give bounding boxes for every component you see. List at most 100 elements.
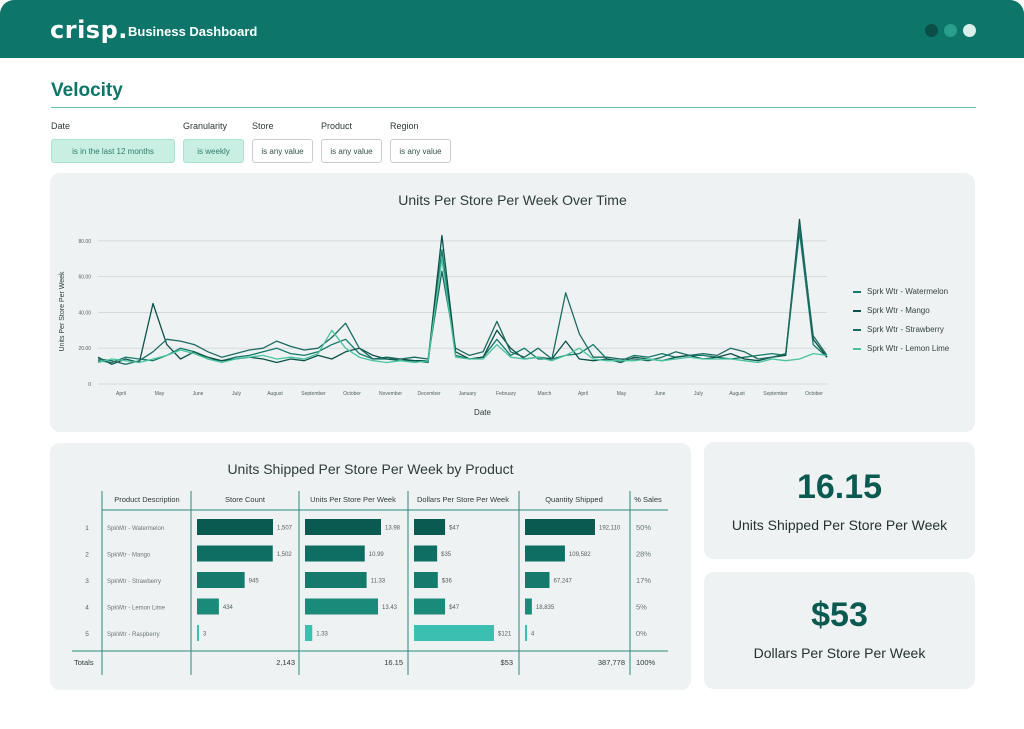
table-title: Units Shipped Per Store Per Week by Prod… xyxy=(227,461,514,477)
x-tick-label: March xyxy=(538,391,552,397)
series-line[interactable] xyxy=(97,258,828,364)
table-bar[interactable] xyxy=(197,598,219,615)
kpi-card-units: 16.15 Units Shipped Per Store Per Week xyxy=(704,442,975,559)
kpi-label: Units Shipped Per Store Per Week xyxy=(731,517,948,533)
bar-value-label: 10.99 xyxy=(369,552,385,558)
totals-upspw: 16.15 xyxy=(384,658,403,667)
kpi-value: $53 xyxy=(811,596,868,634)
totals-dpspw: $53 xyxy=(500,658,513,667)
y-tick-label: 80.00 xyxy=(78,239,91,245)
table-bar[interactable] xyxy=(197,519,273,535)
x-tick-label: September xyxy=(301,391,326,397)
window-dot-icon[interactable] xyxy=(925,24,938,37)
x-tick-label: February xyxy=(496,391,517,397)
window-controls xyxy=(925,24,976,37)
legend-label: Sprk Wtr - Watermelon xyxy=(867,287,949,296)
product-name[interactable]: SpkWtr - Strawberry xyxy=(107,579,161,585)
table-bar[interactable] xyxy=(414,598,446,615)
legend-label: Sprk Wtr - Mango xyxy=(867,306,930,315)
app-title: Business Dashboard xyxy=(128,24,258,39)
x-tick-label: April xyxy=(578,391,588,397)
table-bar[interactable] xyxy=(414,572,438,588)
product-name[interactable]: SpkWtr - Mango xyxy=(107,553,151,559)
x-tick-label: December xyxy=(417,391,440,397)
table-bar[interactable] xyxy=(525,572,550,588)
row-rank: 2 xyxy=(85,552,89,559)
table-bar[interactable] xyxy=(305,545,365,562)
product-name[interactable]: SpkWtr - Lemon Lime xyxy=(107,606,166,612)
column-header[interactable]: Store Count xyxy=(225,495,266,504)
series-line[interactable] xyxy=(97,231,828,364)
bar-value-label: $36 xyxy=(442,579,453,585)
legend-item[interactable]: Sprk Wtr - Lemon Lime xyxy=(853,339,949,358)
legend-swatch-icon xyxy=(853,347,861,350)
product-name[interactable]: SpkWtr - Watermelon xyxy=(107,526,164,532)
filter-product-pill[interactable]: is any value xyxy=(321,139,382,163)
filter-store-pill[interactable]: is any value xyxy=(252,139,313,163)
filter-label: Product xyxy=(321,121,353,131)
y-axis-label: Units Per Store Per Week xyxy=(59,271,66,352)
bar-value-label: 1,502 xyxy=(277,552,293,558)
filter-date-pill[interactable]: is in the last 12 months xyxy=(51,139,175,163)
table-bar[interactable] xyxy=(414,519,446,535)
x-tick-label: May xyxy=(617,391,627,397)
bar-value-label: 1.33 xyxy=(316,632,328,638)
bar-value-label: 1,507 xyxy=(277,526,293,532)
y-tick-label: 20.00 xyxy=(78,346,91,352)
top-bar: crisp. Business Dashboard xyxy=(0,0,1024,58)
x-tick-label: July xyxy=(232,391,241,397)
kpi-card-dollars: $53 Dollars Per Store Per Week xyxy=(704,572,975,689)
table-bar[interactable] xyxy=(197,572,245,588)
table-bar[interactable] xyxy=(197,545,273,562)
legend-swatch-icon xyxy=(853,309,861,312)
table-bar[interactable] xyxy=(525,519,595,535)
x-tick-label: August xyxy=(729,391,745,397)
x-tick-label: October xyxy=(343,391,361,397)
table-bar[interactable] xyxy=(414,625,494,641)
chart-legend: Sprk Wtr - Watermelon Sprk Wtr - Mango Spr… xyxy=(853,282,949,358)
table-bar[interactable] xyxy=(525,545,565,562)
filter-granularity-pill[interactable]: is weekly xyxy=(183,139,244,163)
totals-label: Totals xyxy=(74,658,94,667)
x-tick-label: May xyxy=(155,391,165,397)
window-dot-icon[interactable] xyxy=(944,24,957,37)
bar-value-label: 945 xyxy=(249,579,260,585)
table-bar[interactable] xyxy=(305,519,381,535)
column-header[interactable]: % Sales xyxy=(634,495,662,504)
x-tick-label: October xyxy=(805,391,823,397)
chart-title: Units Per Store Per Week Over Time xyxy=(398,192,627,208)
table-bar[interactable] xyxy=(414,545,438,562)
pct-sales: 50% xyxy=(636,523,651,532)
legend-item[interactable]: Sprk Wtr - Strawberry xyxy=(853,320,949,339)
table-bar[interactable] xyxy=(525,598,532,615)
bar-value-label: 11.33 xyxy=(371,579,386,585)
x-axis-label: Date xyxy=(474,408,491,417)
filter-store: Store is any value xyxy=(252,121,313,163)
filter-region-pill[interactable]: is any value xyxy=(390,139,451,163)
series-line[interactable] xyxy=(97,224,828,365)
table-bar[interactable] xyxy=(305,625,313,641)
column-header[interactable]: Quantity Shipped xyxy=(545,495,603,504)
table-bar[interactable] xyxy=(305,572,367,588)
legend-label: Sprk Wtr - Lemon Lime xyxy=(867,344,950,353)
window-dot-icon[interactable] xyxy=(963,24,976,37)
bar-value-label: 3 xyxy=(203,632,207,638)
product-name[interactable]: SpkWtr - Raspberry xyxy=(107,632,160,638)
bar-value-label: 13.43 xyxy=(382,605,398,611)
table-bar[interactable] xyxy=(525,625,527,641)
bar-value-label: $47 xyxy=(449,526,460,532)
column-header[interactable]: Dollars Per Store Per Week xyxy=(417,495,509,504)
column-header[interactable]: Product Description xyxy=(114,495,179,504)
x-tick-label: January xyxy=(459,391,477,397)
crisp-logo[interactable]: crisp. xyxy=(50,16,128,44)
legend-item[interactable]: Sprk Wtr - Mango xyxy=(853,301,949,320)
table-bar[interactable] xyxy=(197,625,199,641)
legend-item[interactable]: Sprk Wtr - Watermelon xyxy=(853,282,949,301)
line-chart[interactable]: 0 20.00 40.00 60.00 80.00 April May June July Aug… xyxy=(50,173,975,432)
pct-sales: 17% xyxy=(636,576,651,585)
kpi-label: Dollars Per Store Per Week xyxy=(753,645,926,661)
column-header[interactable]: Units Per Store Per Week xyxy=(310,495,396,504)
totals-qty: 387,778 xyxy=(598,658,625,667)
table-bar[interactable] xyxy=(305,598,379,615)
